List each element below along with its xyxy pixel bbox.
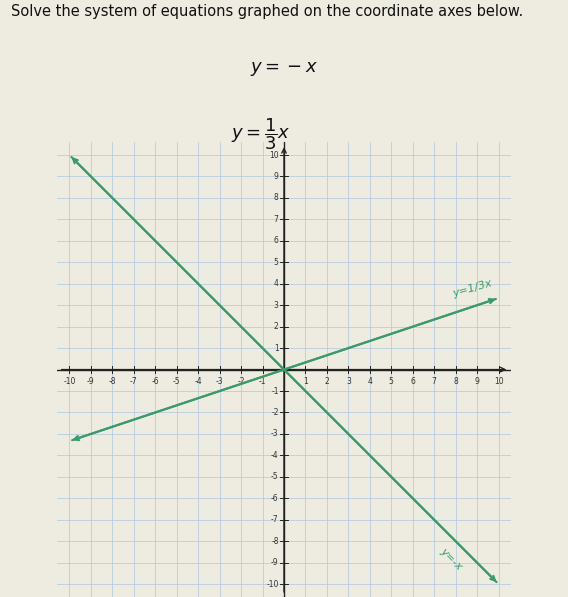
Text: 1: 1 <box>303 377 308 386</box>
Text: -8: -8 <box>108 377 116 386</box>
Text: -4: -4 <box>271 451 279 460</box>
Text: 5: 5 <box>274 258 279 267</box>
Text: -9: -9 <box>271 558 279 567</box>
Text: -3: -3 <box>216 377 223 386</box>
Text: 7: 7 <box>274 215 279 224</box>
Text: 9: 9 <box>274 172 279 181</box>
Text: -10: -10 <box>266 580 279 589</box>
Text: 7: 7 <box>432 377 437 386</box>
Text: 3: 3 <box>274 301 279 310</box>
Text: 4: 4 <box>367 377 372 386</box>
Text: -2: -2 <box>237 377 245 386</box>
Text: y=-x: y=-x <box>438 546 465 571</box>
Text: -5: -5 <box>173 377 181 386</box>
Text: 9: 9 <box>475 377 479 386</box>
Text: 6: 6 <box>274 236 279 245</box>
Text: -6: -6 <box>152 377 159 386</box>
Text: 4: 4 <box>274 279 279 288</box>
Text: 2: 2 <box>274 322 279 331</box>
Text: 1: 1 <box>274 344 279 353</box>
Text: -1: -1 <box>259 377 266 386</box>
Text: -1: -1 <box>271 386 279 396</box>
Text: Solve the system of equations graphed on the coordinate axes below.: Solve the system of equations graphed on… <box>11 4 524 19</box>
Text: $y = \dfrac{1}{3}x$: $y = \dfrac{1}{3}x$ <box>231 116 291 152</box>
Text: -7: -7 <box>271 515 279 524</box>
Text: -9: -9 <box>87 377 95 386</box>
Text: -4: -4 <box>194 377 202 386</box>
Text: -6: -6 <box>271 494 279 503</box>
Text: 6: 6 <box>410 377 415 386</box>
Text: 8: 8 <box>274 193 279 202</box>
Text: -10: -10 <box>63 377 76 386</box>
Text: $y = -x$: $y = -x$ <box>250 60 318 78</box>
Text: -8: -8 <box>271 537 279 546</box>
Text: 5: 5 <box>389 377 394 386</box>
Text: 3: 3 <box>346 377 351 386</box>
Text: 10: 10 <box>494 377 503 386</box>
Text: -5: -5 <box>271 472 279 481</box>
Text: -3: -3 <box>271 429 279 438</box>
Text: 2: 2 <box>324 377 329 386</box>
Text: y=1/3x: y=1/3x <box>452 278 493 298</box>
Text: -2: -2 <box>271 408 279 417</box>
Text: -7: -7 <box>130 377 137 386</box>
Text: 10: 10 <box>269 150 279 159</box>
Text: 8: 8 <box>453 377 458 386</box>
